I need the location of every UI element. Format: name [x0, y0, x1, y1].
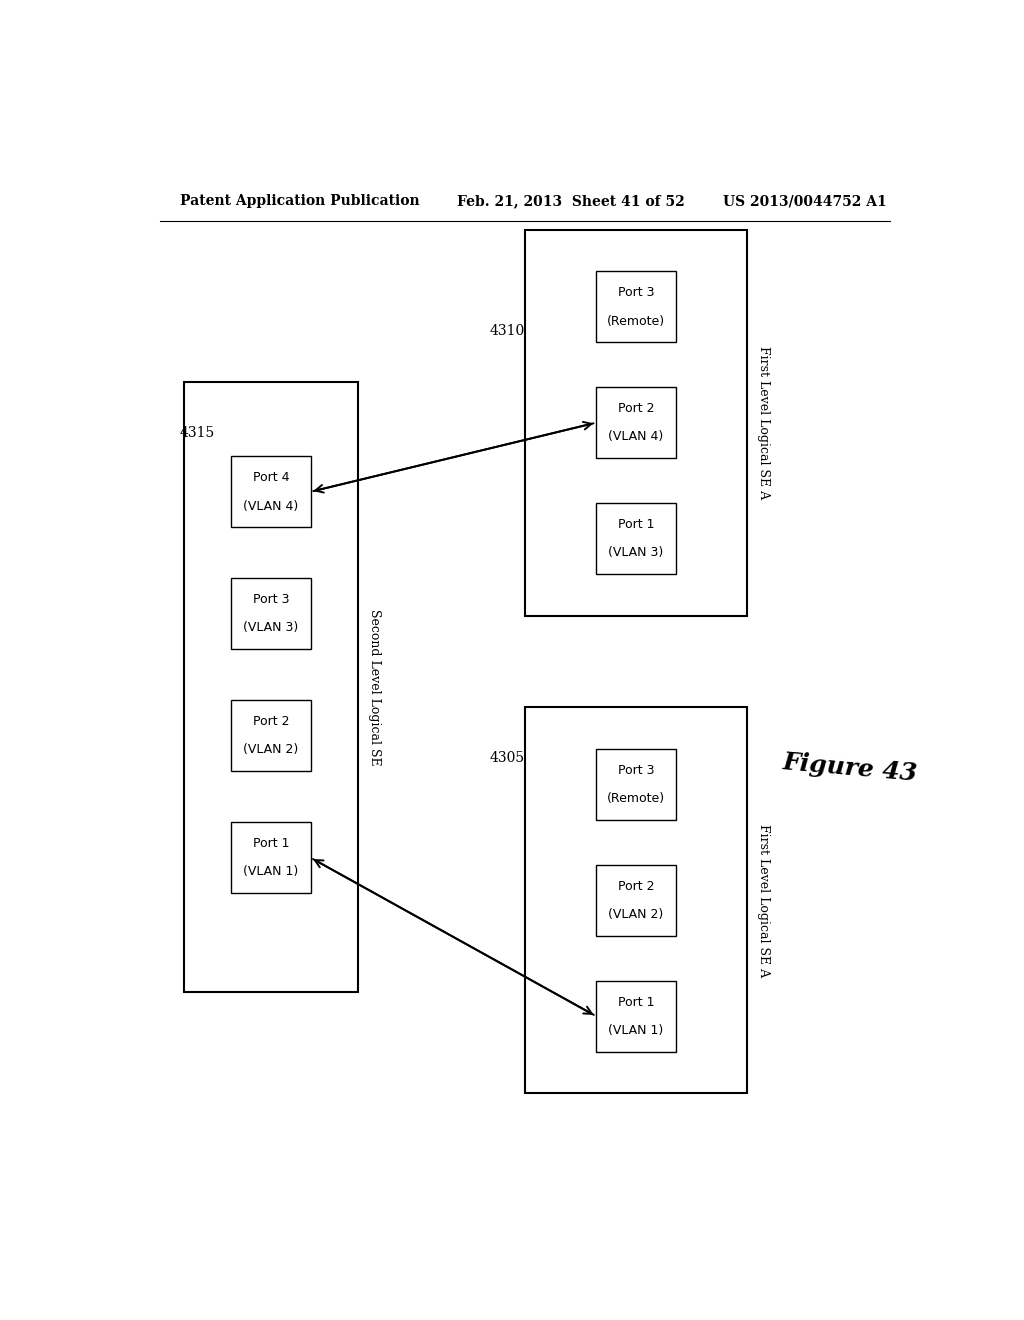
Bar: [596, 503, 676, 574]
Text: (VLAN 2): (VLAN 2): [244, 743, 298, 756]
Text: Patent Application Publication: Patent Application Publication: [179, 194, 419, 209]
Bar: [231, 822, 310, 894]
Text: First Level Logical SE A: First Level Logical SE A: [757, 824, 769, 977]
Text: US 2013/0044752 A1: US 2013/0044752 A1: [723, 194, 887, 209]
Text: (VLAN 1): (VLAN 1): [608, 1024, 664, 1038]
Text: (VLAN 4): (VLAN 4): [608, 430, 664, 444]
Text: Port 2: Port 2: [253, 715, 289, 729]
Text: First Level Logical SE A: First Level Logical SE A: [757, 346, 769, 499]
Bar: [231, 578, 310, 649]
Text: 4310: 4310: [489, 325, 524, 338]
Text: Port 2: Port 2: [617, 879, 654, 892]
Text: Port 3: Port 3: [617, 286, 654, 300]
Text: Port 4: Port 4: [253, 471, 289, 484]
Text: Second Level Logical SE: Second Level Logical SE: [368, 609, 381, 766]
Text: Port 1: Port 1: [253, 837, 289, 850]
Text: (Remote): (Remote): [607, 792, 665, 805]
Text: Port 1: Port 1: [617, 517, 654, 531]
Text: (VLAN 2): (VLAN 2): [608, 908, 664, 921]
Text: Port 1: Port 1: [617, 995, 654, 1008]
Bar: [596, 387, 676, 458]
Bar: [596, 981, 676, 1052]
Text: (VLAN 4): (VLAN 4): [244, 499, 298, 512]
Text: 4305: 4305: [489, 751, 524, 766]
Text: Figure 43: Figure 43: [781, 750, 919, 787]
Text: (Remote): (Remote): [607, 314, 665, 327]
Text: Port 3: Port 3: [253, 593, 289, 606]
Bar: [596, 865, 676, 936]
Text: 4315: 4315: [179, 426, 215, 440]
Text: Port 3: Port 3: [617, 764, 654, 776]
Text: (VLAN 1): (VLAN 1): [244, 866, 298, 878]
Text: (VLAN 3): (VLAN 3): [608, 546, 664, 560]
Bar: [596, 271, 676, 342]
Text: (VLAN 3): (VLAN 3): [244, 622, 298, 635]
Text: Feb. 21, 2013  Sheet 41 of 52: Feb. 21, 2013 Sheet 41 of 52: [458, 194, 685, 209]
Bar: [524, 708, 748, 1093]
Bar: [596, 748, 676, 820]
Bar: [183, 381, 358, 991]
Bar: [524, 230, 748, 615]
Text: Port 2: Port 2: [617, 401, 654, 414]
Bar: [231, 457, 310, 528]
Bar: [231, 700, 310, 771]
